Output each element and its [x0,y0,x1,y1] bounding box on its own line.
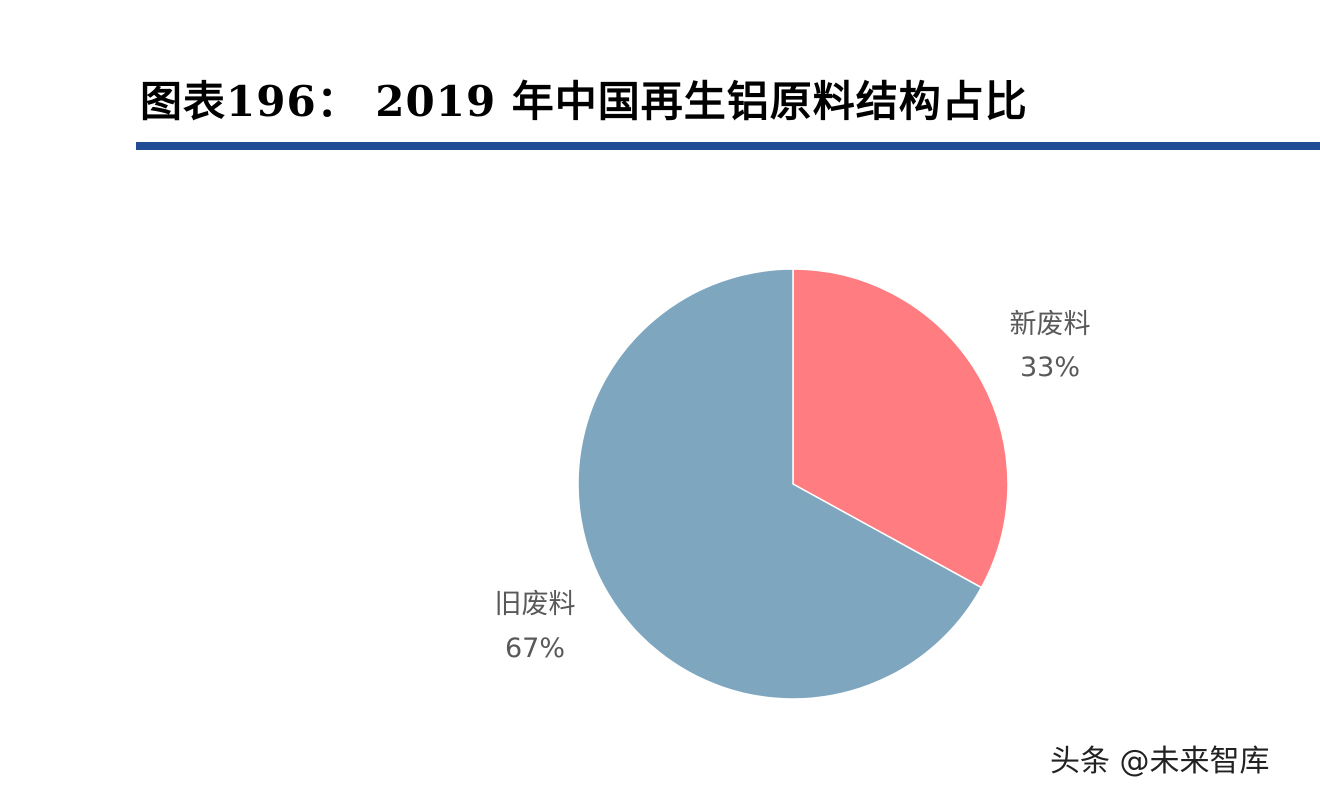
title-rule [136,142,1320,150]
pie-slices [577,268,1009,700]
slice-percent-label: 33% [1020,352,1080,383]
slice-name-label: 新废料 [1010,309,1091,340]
watermark: 头条 @未来智库 [1050,744,1270,779]
pie-labels: 新废料 33% 旧废料 67% [495,309,1091,664]
figure-title: 图表196： 2019 年中国再生铝原料结构占比 [140,77,1028,126]
pie-slice-1 [792,268,1009,589]
pie-slice-2 [577,268,983,700]
slice-name-label: 旧废料 [495,589,576,620]
slice-percent-label: 67% [505,633,565,664]
